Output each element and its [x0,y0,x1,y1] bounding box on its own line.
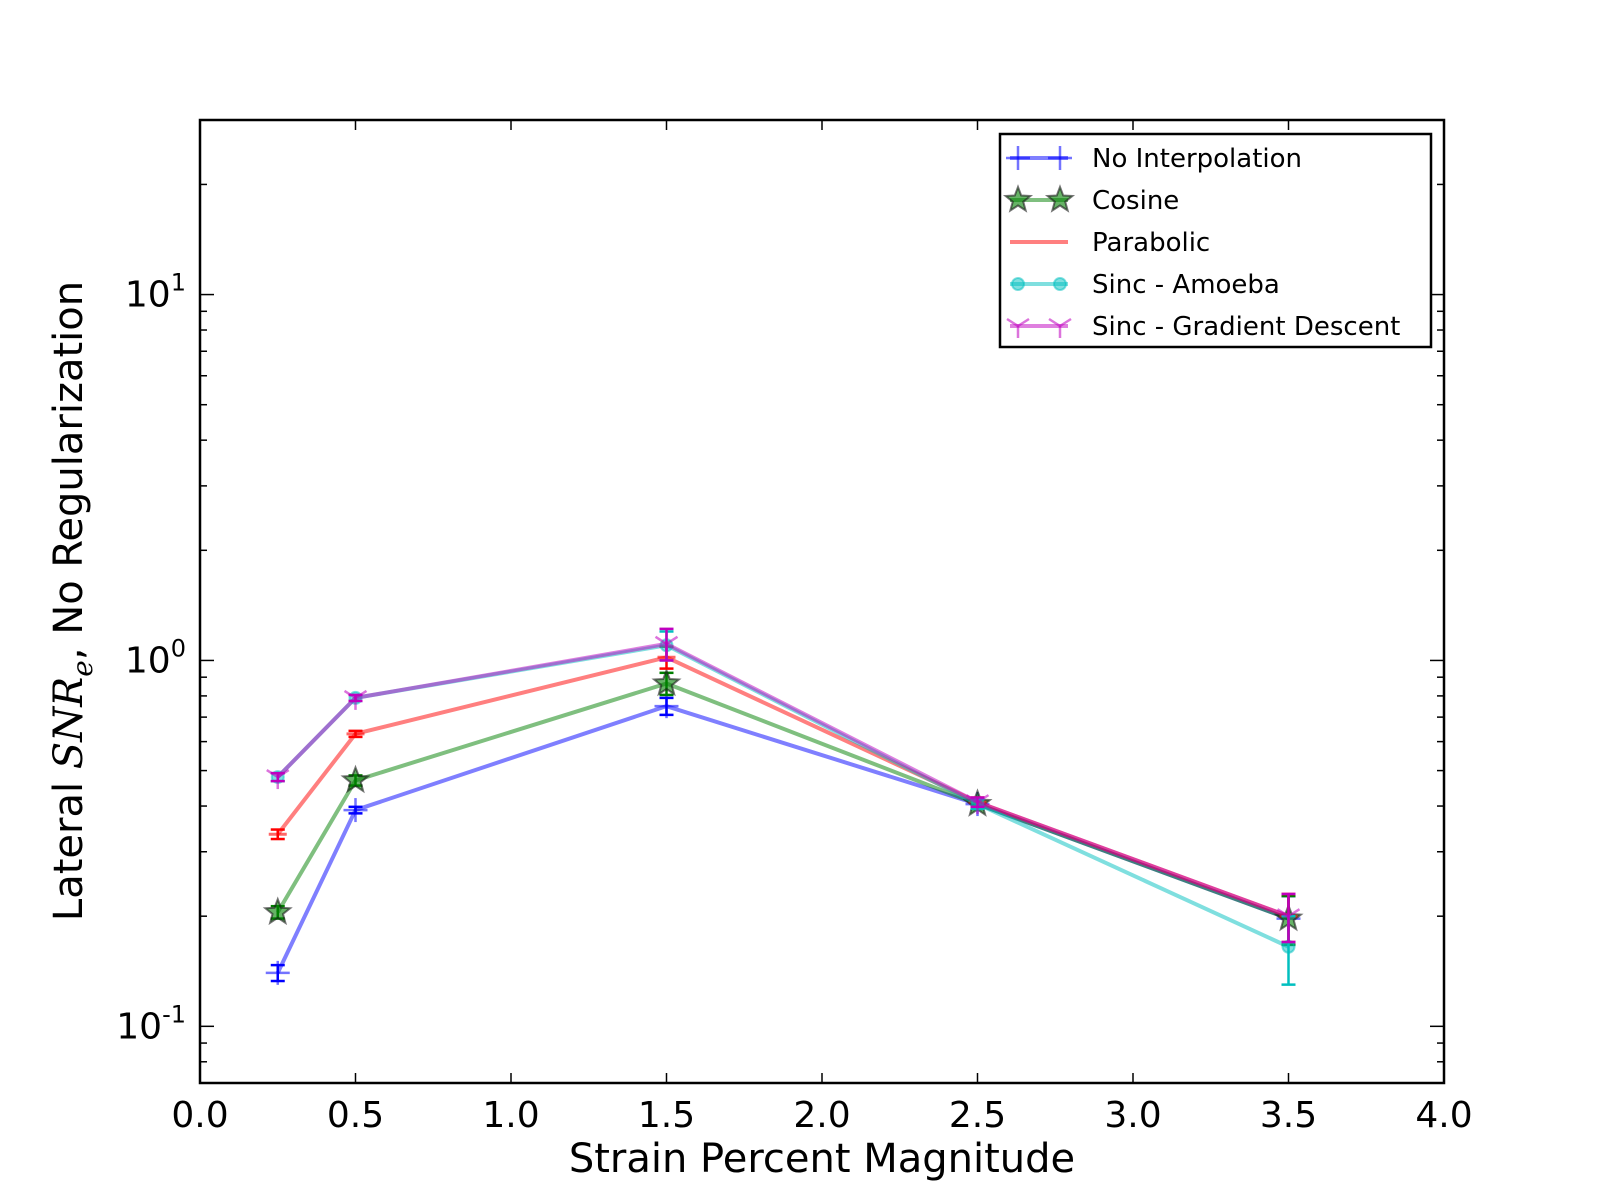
y-axis-label-sub: e [66,660,99,677]
series-group [266,627,1301,944]
y-axis-label-suffix: , No Regularization [46,281,92,660]
legend-label: Parabolic [1092,228,1210,258]
legend-entry: Cosine [1002,184,1179,216]
y-tick-base: 10 [116,1006,162,1047]
data-point [654,694,679,719]
y-tick-base: 10 [125,275,171,316]
x-tick-label: 3.0 [1104,1095,1161,1136]
legend-marker [1053,277,1067,291]
x-tick-label: 4.0 [1415,1095,1472,1136]
data-point [265,960,290,985]
legend-entry: Sinc - Gradient Descent [1006,312,1400,342]
marker-tri-right [1017,317,1030,328]
marker-circle [1053,277,1067,291]
marker-star [262,896,293,926]
marker-tri-right [354,689,368,699]
x-tick-label: 1.5 [638,1095,695,1136]
data-point [965,794,990,815]
legend-label: Cosine [1092,186,1179,216]
legend-label: Sinc - Amoeba [1092,270,1280,300]
legend-marker [1048,146,1072,170]
marker-tri-left [266,769,279,779]
data-point [340,764,371,794]
marker-tri-left [965,794,979,804]
y-tick-base: 10 [125,640,171,681]
marker-tri-left [654,635,668,645]
legend: No Interpolation Cosine Parabolic Sinc - Am… [998,132,1433,349]
legend-entry: No Interpolation [1006,144,1302,174]
marker-star [1044,184,1076,213]
x-tick-label: 2.0 [793,1095,850,1136]
legend-marker [1006,317,1030,338]
legend-label: No Interpolation [1092,144,1302,174]
marker-tri-right [1059,317,1072,328]
marker-tri-right [665,635,679,645]
data-point [262,896,293,926]
legend-box [998,132,1433,349]
data-point [654,635,679,656]
y-tick-label: 10-1 [116,1000,186,1047]
legend-marker [1048,317,1072,338]
data-point [343,689,368,710]
marker-tri-left [343,689,357,699]
marker-tri-right [1287,908,1301,918]
legend-entries: No Interpolation Cosine Parabolic Sinc - Am… [1002,144,1400,342]
x-axis-label: Strain Percent Magnitude [569,1136,1075,1182]
y-tick-exponent: 1 [171,269,186,297]
y-axis-label: Lateral SNRe, No Regularization [46,281,99,921]
x-tick-label: 2.5 [949,1095,1006,1136]
legend-label: Sinc - Gradient Descent [1092,312,1400,342]
y-tick-label: 101 [125,269,186,316]
marker-star [1002,184,1034,213]
x-tick-label: 0.0 [171,1095,228,1136]
series-layer [262,627,1304,986]
legend-entry: Parabolic [1010,228,1210,258]
data-point [1276,908,1301,929]
marker-tri-left [1006,317,1019,328]
marker-circle [1011,277,1025,291]
data-point [266,769,290,790]
legend-marker [1006,146,1030,170]
y-axis-label-prefix: Lateral [46,769,92,921]
marker-star [340,764,371,794]
y-axis-label-math: SNR [46,677,92,770]
y-tick-label: 100 [125,634,186,681]
legend-entry: Sinc - Amoeba [1010,270,1280,300]
y-tick-exponent: -1 [162,1000,186,1028]
y-tick-exponent: 0 [171,634,186,662]
marker-tri-left [1048,317,1061,328]
legend-marker [1044,184,1076,213]
x-tick-label: 1.0 [482,1095,539,1136]
data-point [651,667,682,697]
x-tick-label: 0.5 [327,1095,384,1136]
data-point [343,798,368,823]
marker-tri-left [1276,908,1290,918]
marker-star [651,667,682,697]
legend-marker [1002,184,1034,213]
marker-tri-right [976,794,990,804]
x-tick-label: 3.5 [1260,1095,1317,1136]
legend-marker [1011,277,1025,291]
marker-tri-right [277,769,290,779]
